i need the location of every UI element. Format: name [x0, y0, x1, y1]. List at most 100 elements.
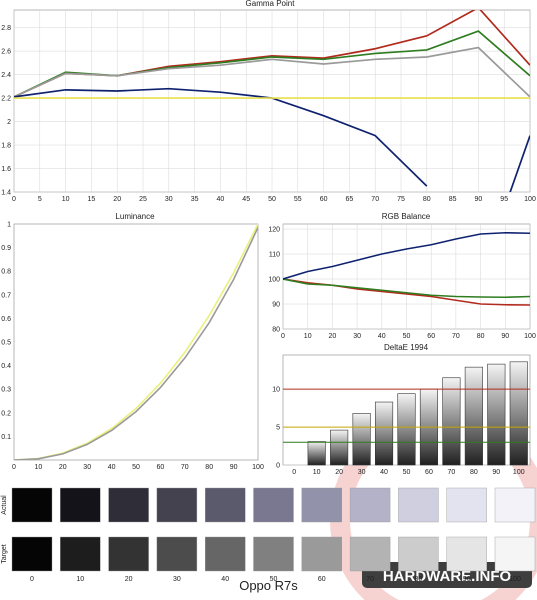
luminance-xtick-label: 10 — [35, 464, 43, 471]
swatch-label: 100 — [509, 576, 521, 583]
deltae-xtick-label: 0 — [292, 469, 296, 476]
swatch-target — [494, 536, 536, 572]
luminance-xtick-label: 20 — [59, 464, 67, 471]
gamma-title: Gamma Point — [246, 0, 296, 8]
swatch-target — [398, 536, 439, 572]
gamma-xtick-label: 60 — [320, 196, 328, 203]
luminance-xtick-label: 70 — [181, 464, 189, 471]
device-label: Oppo R7s — [239, 578, 298, 593]
swatch-target — [204, 536, 246, 572]
swatch-label: 20 — [125, 576, 133, 583]
luminance-ytick-label: 1 — [7, 222, 11, 229]
swatch-label: 40 — [221, 576, 229, 583]
deltae-bar — [487, 363, 506, 466]
gamma-ytick-label: 2.4 — [1, 72, 11, 79]
swatch-actual — [301, 487, 342, 523]
deltae-xtick-label: 100 — [513, 469, 525, 476]
rgb-xtick-label: 70 — [452, 333, 460, 340]
deltae-bar — [464, 366, 483, 466]
gamma-xtick-label: 10 — [62, 196, 70, 203]
swatch-actual — [60, 487, 101, 523]
swatch-row-label: Target — [1, 544, 8, 564]
gamma-xtick-label: 35 — [191, 196, 199, 203]
luminance-ytick-label: 0.1 — [1, 434, 11, 441]
swatch-target — [156, 536, 198, 572]
gamma-xtick-label: 65 — [346, 196, 354, 203]
gamma-xtick-label: 50 — [268, 196, 276, 203]
luminance-xtick-label: 60 — [157, 464, 165, 471]
gamma-xtick-label: 25 — [139, 196, 147, 203]
swatch-actual — [398, 487, 439, 523]
luminance-xtick-label: 0 — [12, 464, 16, 471]
gamma-xtick-label: 80 — [423, 196, 431, 203]
luminance-ytick-label: 0.9 — [1, 245, 11, 252]
rgb-xtick-label: 20 — [329, 333, 337, 340]
deltae-title: DeltaE 1994 — [384, 343, 429, 352]
luminance-ytick-label: 0.8 — [1, 269, 11, 276]
rgb-xtick-label: 100 — [524, 333, 536, 340]
swatch-target — [253, 536, 294, 572]
luminance-plot-area — [13, 223, 259, 461]
swatch-label: 30 — [173, 576, 181, 583]
gamma-xtick-label: 45 — [242, 196, 250, 203]
rgb-balance-title: RGB Balance — [382, 212, 431, 221]
rgb-ytick-label: 90 — [272, 302, 280, 309]
rgb-ytick-label: 110 — [269, 252, 280, 259]
luminance-xtick-label: 30 — [83, 464, 91, 471]
swatch-actual — [253, 487, 294, 523]
gamma-ytick-label: 1.6 — [1, 166, 11, 173]
deltae-ytick-label: 10 — [272, 387, 280, 394]
swatch-target — [446, 536, 487, 572]
luminance-xtick-label: 90 — [230, 464, 238, 471]
gamma-ytick-label: 2 — [7, 119, 11, 126]
gamma-xtick-label: 15 — [88, 196, 96, 203]
deltae-bar — [397, 393, 416, 466]
deltae-bar — [374, 401, 394, 466]
swatch-label: 90 — [463, 576, 471, 583]
rgb-xtick-label: 80 — [477, 333, 485, 340]
swatch-label: 50 — [270, 576, 278, 583]
deltae-xtick-label: 40 — [380, 469, 388, 476]
deltae-xtick-label: 60 — [425, 469, 433, 476]
deltae-bar — [307, 441, 326, 466]
luminance-xtick-label: 80 — [205, 464, 213, 471]
gamma-xtick-label: 100 — [524, 196, 536, 203]
rgb-xtick-label: 60 — [427, 333, 435, 340]
luminance-xtick-label: 40 — [108, 464, 116, 471]
rgb-xtick-label: 50 — [403, 333, 411, 340]
gamma-ytick-label: 2.8 — [1, 25, 11, 32]
swatch-actual — [494, 487, 536, 523]
luminance-ytick-label: 0.2 — [1, 410, 11, 417]
deltae-bar — [330, 429, 349, 466]
gamma-xtick-label: 5 — [38, 196, 42, 203]
deltae-bar — [442, 377, 461, 466]
gamma-xtick-label: 85 — [449, 196, 457, 203]
rgb-ytick-label: 120 — [268, 227, 280, 234]
swatch-target — [60, 536, 101, 572]
luminance-xtick-label: 50 — [132, 464, 140, 471]
swatch-row-label: Actual — [1, 495, 8, 515]
deltae-xtick-label: 80 — [470, 469, 478, 476]
swatch-actual — [108, 487, 149, 523]
deltae-bar — [509, 361, 528, 466]
gamma-xtick-label: 70 — [371, 196, 379, 203]
luminance-ytick-label: 0.5 — [1, 340, 11, 347]
watermark-text: HARDWARE.INFO — [383, 568, 512, 585]
swatch-actual — [11, 487, 53, 523]
gamma-ytick-label: 2.6 — [1, 49, 11, 56]
deltae-xtick-label: 20 — [335, 469, 343, 476]
luminance-series-line-gray — [14, 227, 258, 460]
luminance-xtick-label: 100 — [252, 464, 264, 471]
swatch-actual — [204, 487, 246, 523]
gamma-panel: 0 5 10 15 20 25 30 35 40 45 50 55 60 65 70 75 80 85 90 95 10… — [1, 9, 536, 203]
luminance-ytick-label: 0.6 — [1, 316, 11, 323]
luminance-ytick-label: 0.3 — [1, 387, 11, 394]
luminance-ytick-label: 0.4 — [1, 363, 11, 370]
gamma-ytick-label: 2.2 — [1, 96, 11, 103]
swatch-actual — [446, 487, 487, 523]
deltae-xtick-label: 70 — [448, 469, 456, 476]
rgb-panel: 0 10 20 30 40 50 60 70 80 90 100 80 90 100 110 120 — [268, 223, 536, 340]
gamma-series-line-blue — [14, 87, 428, 187]
